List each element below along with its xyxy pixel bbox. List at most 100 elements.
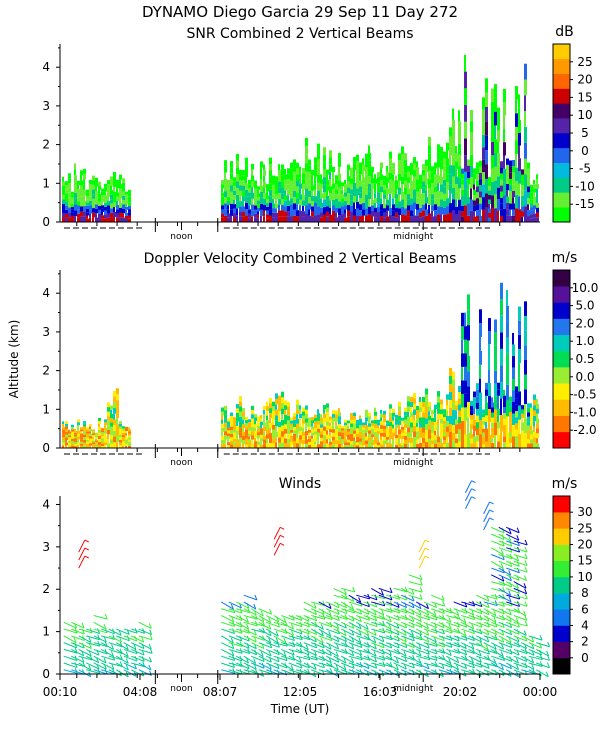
data-cell [353, 440, 356, 445]
wind-barb [303, 601, 317, 609]
data-cell [347, 420, 350, 424]
data-cell [356, 161, 359, 169]
data-cell [359, 204, 362, 211]
data-cell [242, 440, 245, 445]
data-cell [491, 407, 494, 413]
data-cell [236, 408, 239, 413]
data-cell [74, 175, 77, 182]
data-cell [254, 420, 256, 425]
data-cell [422, 396, 425, 403]
data-cell [536, 193, 538, 199]
data-cell [368, 176, 371, 184]
data-cell [260, 167, 262, 174]
data-cell [263, 414, 265, 419]
data-cell [506, 196, 509, 203]
data-cell [272, 443, 275, 448]
data-cell [488, 217, 491, 222]
data-cell [62, 199, 65, 204]
data-cell [401, 169, 404, 177]
wind-barb-flag [275, 631, 279, 637]
data-cell [305, 163, 308, 172]
data-cell [245, 170, 248, 177]
data-cell [326, 416, 329, 422]
wind-barb [101, 635, 115, 640]
wind-barb-flag [489, 517, 494, 521]
data-cell [410, 422, 413, 428]
data-cell [299, 172, 301, 178]
data-cell [401, 438, 403, 442]
data-cell [503, 128, 505, 143]
data-cell [86, 218, 89, 222]
data-cell [407, 396, 410, 402]
data-cell [110, 443, 113, 448]
data-cell [86, 441, 89, 444]
wind-barb-flag [424, 539, 430, 543]
data-cell [362, 215, 364, 222]
wind-barb [311, 601, 325, 607]
data-cell [116, 430, 119, 437]
data-cell [323, 207, 326, 215]
data-cell [107, 416, 110, 421]
data-cell [272, 410, 275, 416]
data-cell [374, 439, 377, 444]
data-cell [518, 348, 521, 364]
data-cell [317, 420, 320, 425]
colorbar-swatch [553, 73, 570, 89]
data-cell [518, 405, 521, 420]
colorbar-label: 20 [577, 73, 592, 87]
data-cell [248, 205, 250, 210]
data-cell [518, 363, 520, 378]
data-cell [320, 427, 323, 432]
wind-barb [371, 587, 384, 596]
data-cell [308, 209, 310, 216]
wind-barb [506, 560, 520, 567]
data-cell [374, 217, 377, 222]
data-cell [278, 175, 281, 182]
wind-barb-flag [279, 542, 285, 546]
data-cell [320, 417, 323, 421]
data-cell [350, 444, 353, 448]
data-cell [323, 417, 326, 423]
wind-barb [483, 621, 498, 628]
wind-barb [431, 648, 445, 654]
data-cell [110, 418, 113, 423]
plot-content [62, 282, 539, 448]
data-cell [458, 166, 461, 178]
data-cell [335, 414, 338, 419]
data-cell [344, 445, 347, 448]
data-cell [500, 191, 503, 198]
data-cell [491, 195, 494, 209]
data-cell [449, 439, 452, 448]
colorbar-swatch [553, 286, 570, 303]
data-cell [464, 407, 467, 421]
wind-barb [446, 621, 460, 628]
data-cell [107, 196, 109, 202]
data-cell [389, 151, 392, 159]
data-cell [434, 192, 437, 199]
colorbar-swatch [553, 192, 570, 208]
data-cell [287, 205, 290, 212]
data-cell [125, 194, 128, 198]
data-cell [401, 191, 404, 200]
data-cell [428, 145, 431, 154]
data-cell [320, 179, 323, 184]
data-cell [515, 126, 518, 141]
wind-barb [498, 662, 512, 670]
data-cell [371, 199, 374, 206]
wind-barb [468, 621, 483, 628]
data-cell [308, 435, 311, 439]
wind-barb-flag [344, 602, 348, 608]
data-cell [395, 208, 398, 213]
data-cell [416, 431, 419, 436]
wind-barb-flag [524, 539, 528, 546]
wind-barb [273, 648, 287, 657]
data-cell [92, 194, 95, 199]
wind-barb [348, 669, 363, 675]
data-cell [95, 444, 98, 447]
wind-barb [446, 642, 460, 648]
wind-barb [498, 621, 512, 629]
data-cell [95, 213, 97, 218]
data-cell [404, 160, 407, 167]
wind-barb [438, 615, 452, 623]
data-cell [83, 442, 86, 446]
